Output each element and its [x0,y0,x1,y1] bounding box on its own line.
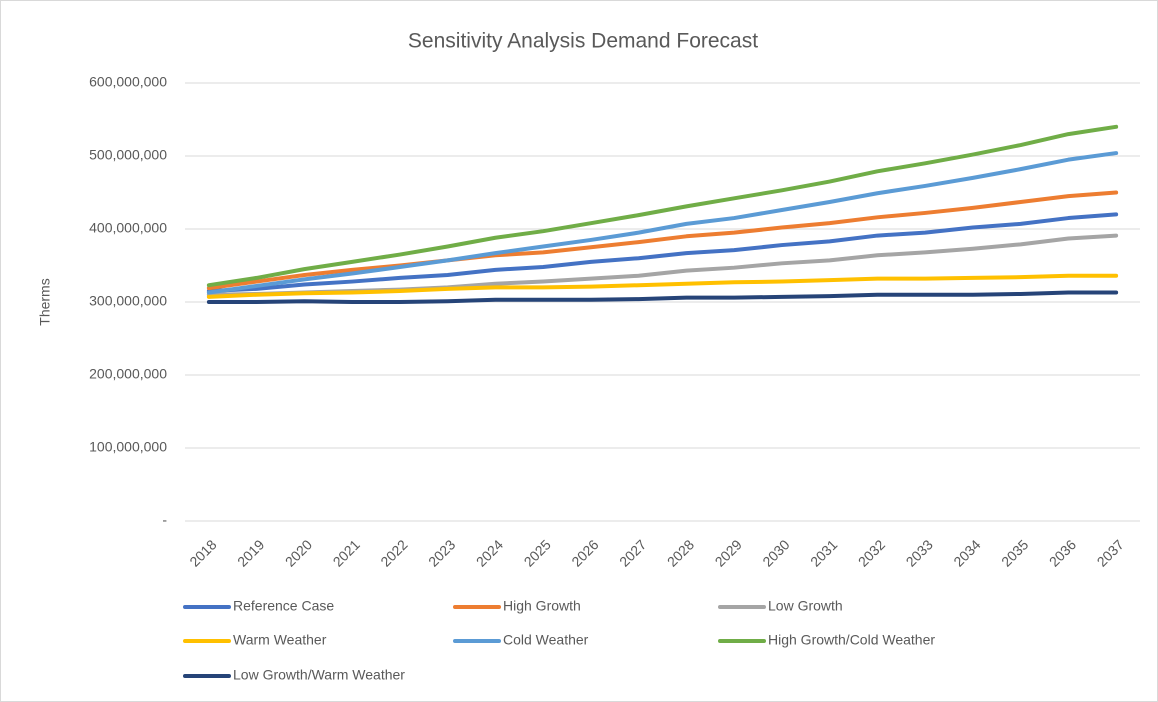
legend-label: High Growth [503,598,581,614]
legend-label: Low Growth [768,598,843,614]
series-line [206,290,1119,304]
chart-title: Sensitivity Analysis Demand Forecast [408,30,758,53]
y-tick-label: - [162,512,167,528]
legend-label: Cold Weather [503,632,589,648]
y-tick-label: 100,000,000 [89,439,167,455]
legend-label: Low Growth/Warm Weather [233,667,405,683]
y-tick-label: 600,000,000 [89,74,167,90]
legend-label: Warm Weather [233,632,327,648]
series-line [206,273,1119,299]
series-line [206,212,1119,294]
series-line [206,124,1119,288]
y-tick-label: 500,000,000 [89,147,167,163]
legend-label: High Growth/Cold Weather [768,632,935,648]
y-axis-label: Therms [37,278,53,325]
y-tick-label: 400,000,000 [89,220,167,236]
legend-label: Reference Case [233,598,334,614]
series-line [206,190,1119,291]
y-tick-label: 200,000,000 [89,366,167,382]
y-tick-label: 300,000,000 [89,293,167,309]
series-line [206,151,1119,295]
